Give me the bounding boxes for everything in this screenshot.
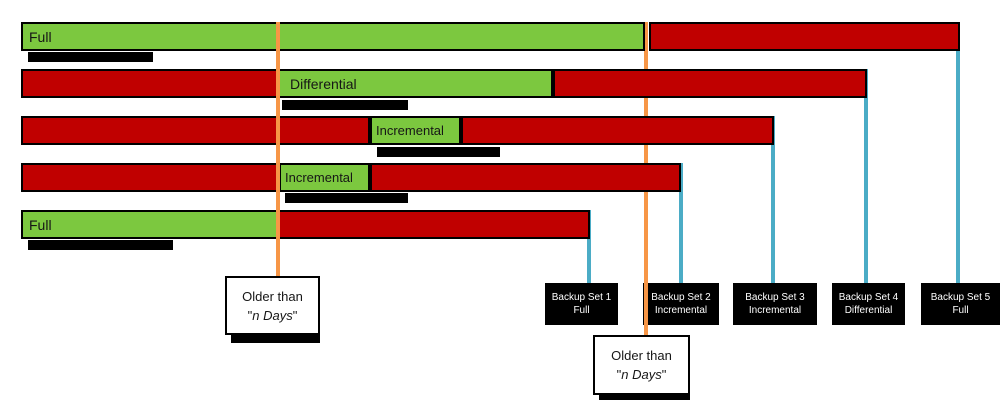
bar-row5-expired-segment bbox=[278, 210, 590, 239]
older-than-callout-1: Older than "n Days" bbox=[225, 276, 320, 335]
bar-row3-incremental-segment: Incremental bbox=[370, 116, 461, 145]
bar-row1-expired-segment bbox=[649, 22, 960, 51]
backup-end-connector-1 bbox=[587, 210, 591, 283]
backup-set-subtitle: Incremental bbox=[748, 305, 802, 316]
backup-end-connector-2 bbox=[679, 163, 683, 283]
bar-segment-label: Full bbox=[29, 28, 52, 45]
backup-end-connector-3 bbox=[771, 116, 775, 283]
backup-set-label-5: Backup Set 5 Full bbox=[921, 283, 1000, 325]
bar-segment-label: Incremental bbox=[376, 123, 444, 138]
bar-row3-expired-right-segment bbox=[461, 116, 774, 145]
bar-row1-full-segment: Full bbox=[21, 22, 645, 51]
backup-end-connector-5 bbox=[956, 22, 960, 283]
backup-set-title: Backup Set 2 bbox=[651, 292, 711, 303]
older-than-callout-2: Older than "n Days" bbox=[593, 335, 690, 395]
callout-line1: Older than bbox=[611, 348, 672, 363]
backup-set-label-3: Backup Set 3 Incremental bbox=[733, 283, 817, 325]
bar-segment-label: Full bbox=[29, 216, 52, 233]
callout-line2: "n Days" bbox=[616, 367, 667, 382]
backup-set-subtitle: Differential bbox=[844, 305, 893, 316]
bar-row4-shadow bbox=[285, 193, 408, 203]
bar-row1-shadow bbox=[28, 52, 153, 62]
backup-set-label-4: Backup Set 4 Differential bbox=[832, 283, 905, 325]
backup-set-label-2: Backup Set 2 Incremental bbox=[643, 283, 719, 325]
callout-line1: Older than bbox=[242, 288, 303, 304]
bar-segment-label: Incremental bbox=[285, 170, 353, 185]
bar-row2-shadow bbox=[282, 100, 408, 110]
backup-set-title: Backup Set 5 bbox=[930, 292, 991, 303]
bar-segment-label: Differential bbox=[290, 75, 357, 92]
bar-row5-shadow bbox=[28, 240, 173, 250]
bar-row4-incremental-segment: Incremental bbox=[279, 163, 370, 192]
older-than-callout-2-shadow bbox=[599, 395, 690, 400]
callout-line2: "n Days" bbox=[247, 307, 298, 323]
bar-row5-full-segment: Full bbox=[21, 210, 278, 239]
backup-set-subtitle: Full bbox=[573, 305, 590, 316]
bar-row2-expired-left-segment bbox=[21, 69, 278, 98]
bar-row2-expired-right-segment bbox=[553, 69, 867, 98]
backup-set-title: Backup Set 1 bbox=[551, 292, 612, 303]
bar-row2-differential-segment: Differential bbox=[278, 69, 553, 98]
retention-threshold-line-left bbox=[276, 22, 280, 276]
backup-set-subtitle: Full bbox=[952, 305, 969, 316]
bar-row4-expired-right-segment bbox=[370, 163, 681, 192]
older-than-callout-1-shadow bbox=[231, 335, 320, 343]
bar-row4-expired-left-segment bbox=[21, 163, 279, 192]
backup-end-connector-4 bbox=[864, 69, 868, 283]
bar-row3-expired-left-segment bbox=[21, 116, 370, 145]
backup-set-subtitle: Incremental bbox=[654, 305, 708, 316]
backup-set-title: Backup Set 3 bbox=[745, 292, 805, 303]
backup-set-title: Backup Set 4 bbox=[838, 292, 899, 303]
bar-row3-shadow bbox=[377, 147, 500, 157]
backup-set-label-1: Backup Set 1 Full bbox=[545, 283, 618, 325]
